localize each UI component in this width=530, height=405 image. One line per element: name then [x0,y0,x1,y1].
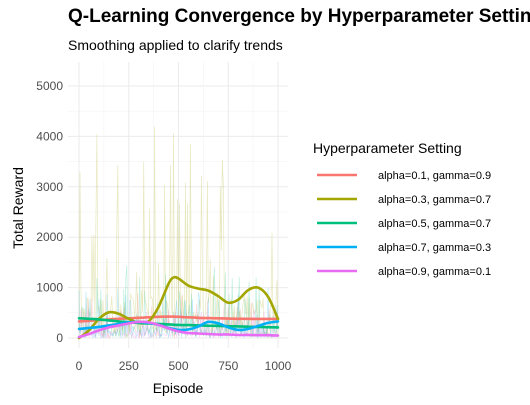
smoothed-line-2 [77,275,280,340]
smoothed-series-lines [77,275,280,340]
x-tick-label: 250 [119,359,139,373]
legend-label-3: alpha=0.5, gamma=0.7 [378,218,491,230]
x-axis-label: Episode [153,380,204,396]
smoothed-line-3 [77,317,280,329]
y-tick-label: 5000 [36,79,63,93]
smoothed-line-1 [77,315,280,323]
x-tick-label: 500 [168,359,188,373]
y-tick-label: 1000 [36,281,63,295]
x-axis-ticks: 0 250 500 750 1000 [76,359,292,373]
y-tick-label: 2000 [36,230,63,244]
y-axis-ticks: 0 1000 2000 3000 4000 5000 [36,79,63,345]
gridlines [68,62,288,348]
y-tick-label: 3000 [36,180,63,194]
legend-label-4: alpha=0.7, gamma=0.3 [378,242,491,254]
y-axis-label: Total Reward [10,167,26,249]
legend-label-5: alpha=0.9, gamma=0.1 [378,266,491,278]
x-tick-label: 750 [218,359,238,373]
smoothed-line-5 [77,320,280,339]
chart-title: Q-Learning Convergence by Hyperparameter… [68,6,530,27]
smoothed-line-4 [77,320,280,332]
legend: Hyperparameter Setting alpha=0.1, gamma=… [313,140,491,278]
legend-label-2: alpha=0.3, gamma=0.7 [378,194,491,206]
raw-trace-5 [78,308,279,340]
chart-subtitle: Smoothing applied to clarify trends [68,37,283,53]
y-tick-label: 0 [56,331,63,345]
x-tick-label: 0 [76,359,83,373]
x-tick-label: 1000 [265,359,292,373]
legend-title: Hyperparameter Setting [313,140,462,156]
legend-label-1: alpha=0.1, gamma=0.9 [378,170,491,182]
y-tick-label: 4000 [36,129,63,143]
